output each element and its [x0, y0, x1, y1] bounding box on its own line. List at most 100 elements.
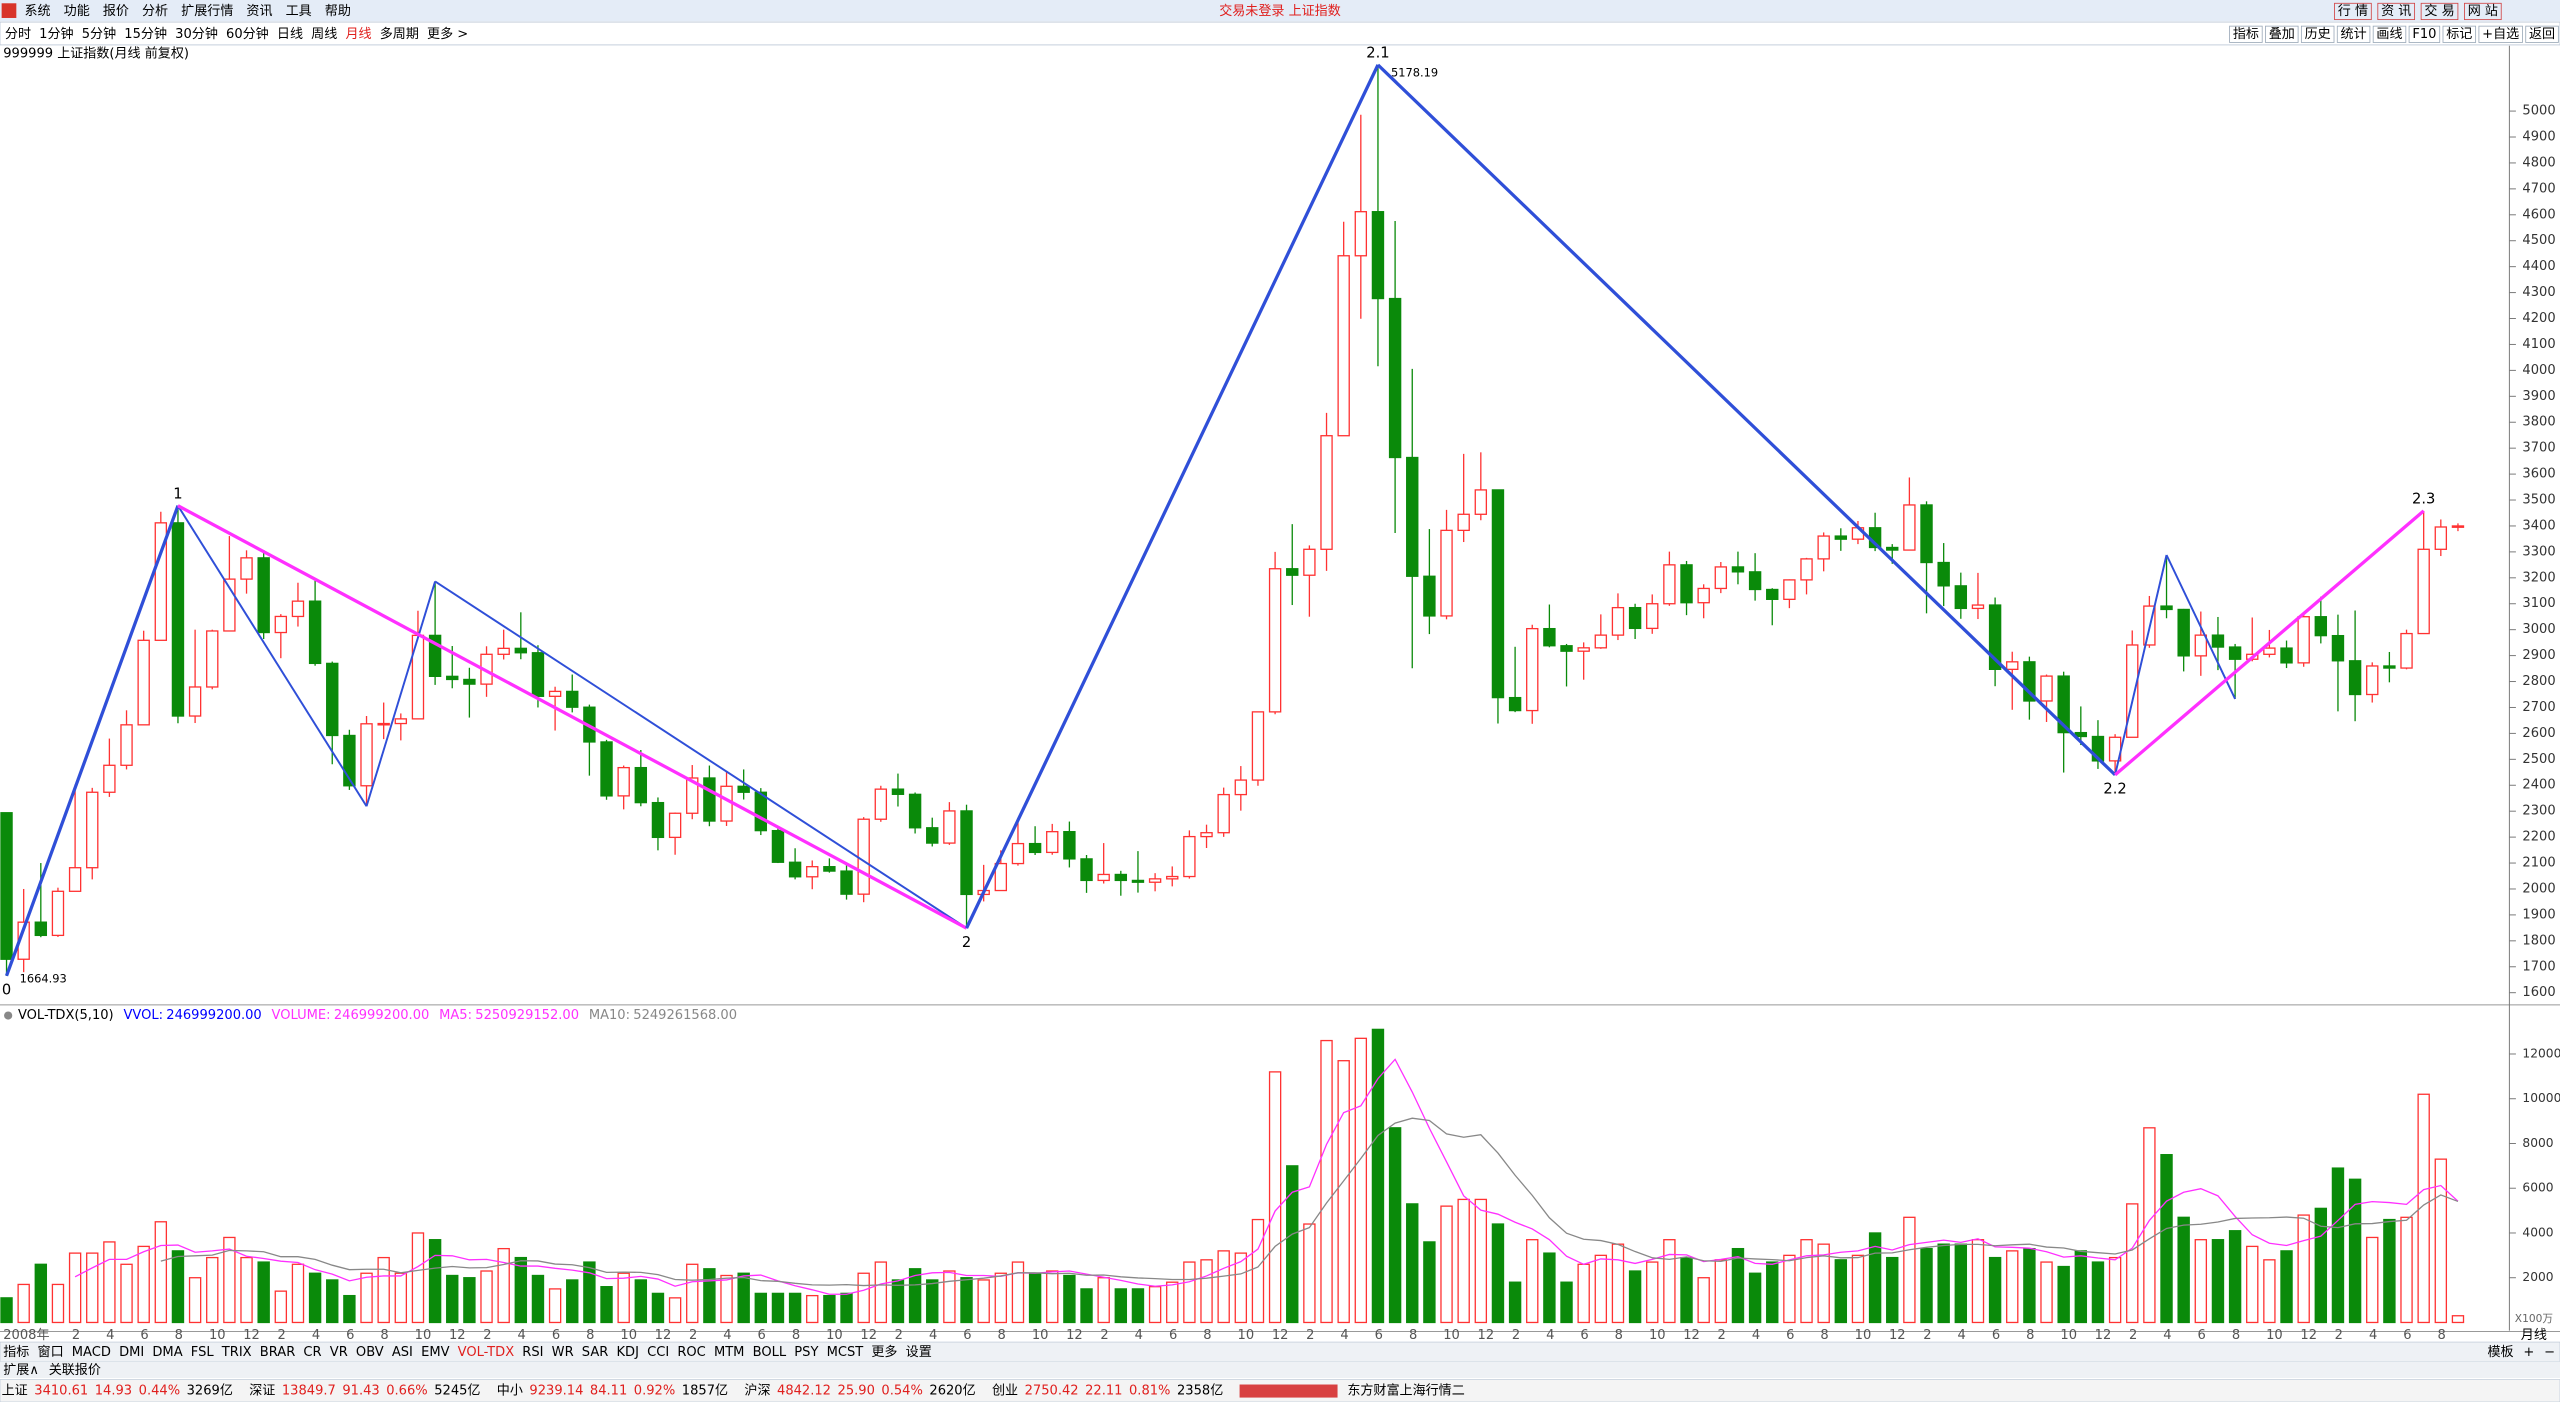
period-tab[interactable]: 日线	[277, 27, 303, 42]
y-tick-label: 3000	[2522, 622, 2555, 637]
menu-item[interactable]: 系统	[24, 4, 50, 19]
top-button[interactable]: 资 讯	[2381, 4, 2411, 19]
x-tick-label: 2	[895, 1328, 903, 1343]
indicator-tab[interactable]: WR	[552, 1345, 574, 1360]
volume-bar	[206, 1256, 219, 1324]
volume-bar	[411, 1232, 425, 1324]
tool-button[interactable]: 指标	[2233, 27, 2259, 42]
tool-button[interactable]: F10	[2412, 27, 2436, 42]
template-button[interactable]: −	[2544, 1345, 2555, 1360]
ext-tab[interactable]: 关联报价	[49, 1363, 101, 1378]
period-tab[interactable]: 分时	[5, 27, 31, 42]
period-tab[interactable]: 15分钟	[124, 26, 167, 42]
status-item: 9239.14	[529, 1384, 583, 1399]
indicator-tab[interactable]: MCST	[827, 1345, 864, 1360]
top-button-box[interactable]	[2464, 2, 2502, 21]
indicator-tab[interactable]: ROC	[677, 1345, 705, 1360]
volume-bar	[2091, 1261, 2105, 1324]
template-button[interactable]: 模板	[2488, 1345, 2514, 1360]
tool-button-box[interactable]	[2372, 25, 2407, 43]
tool-button[interactable]: +自选	[2482, 27, 2519, 42]
period-tab[interactable]: 更多 >	[427, 26, 468, 42]
menu-item[interactable]: 工具	[286, 4, 312, 19]
volume-bar	[1663, 1239, 1676, 1324]
indicator-tab[interactable]: BRAR	[260, 1345, 295, 1360]
volume-bar	[2297, 1214, 2310, 1324]
tool-button[interactable]: 画线	[2376, 27, 2402, 42]
tool-button[interactable]: 统计	[2341, 27, 2367, 42]
menu-item[interactable]: 功能	[64, 4, 90, 19]
indicator-tab[interactable]: DMI	[119, 1345, 144, 1360]
indicator-tab[interactable]: RSI	[522, 1345, 543, 1360]
candle-body	[1457, 513, 1470, 532]
indicator-tab[interactable]: ASI	[392, 1345, 413, 1360]
tool-button[interactable]: 标记	[2446, 27, 2472, 42]
period-tab[interactable]: 多周期	[380, 26, 419, 42]
menu-item[interactable]: 扩展行情	[181, 4, 233, 19]
candle-body	[891, 788, 905, 795]
period-tab[interactable]: 5分钟	[82, 26, 116, 42]
menu-item[interactable]: 资讯	[246, 4, 272, 19]
indicator-tab[interactable]: SAR	[582, 1345, 609, 1360]
top-button[interactable]: 网 站	[2468, 4, 2498, 19]
volume-bar	[514, 1256, 528, 1324]
menu-item[interactable]: 报价	[103, 4, 129, 19]
candle-body	[1834, 535, 1848, 540]
period-tab[interactable]: 30分钟	[175, 26, 218, 42]
indicator-tab[interactable]: DMA	[152, 1345, 182, 1360]
candle-body	[1697, 587, 1710, 604]
tool-button-box[interactable]	[2336, 25, 2371, 43]
menu-item[interactable]: 分析	[142, 4, 168, 19]
indicator-tab[interactable]: PSY	[794, 1345, 818, 1360]
ext-tab[interactable]: 扩展∧	[3, 1363, 39, 1378]
indicator-tab[interactable]: CR	[303, 1345, 321, 1360]
tool-button[interactable]: 历史	[2305, 27, 2331, 42]
indicator-tab[interactable]: TRIX	[221, 1345, 252, 1360]
top-button-box[interactable]	[2334, 2, 2372, 21]
period-tab[interactable]: 60分钟	[226, 26, 269, 42]
tool-button-box[interactable]	[2265, 25, 2299, 43]
tool-button-box[interactable]	[2229, 25, 2263, 43]
candle-body	[874, 788, 888, 820]
y-tick-label: 2600	[2522, 726, 2555, 741]
tool-button-box[interactable]	[2442, 25, 2477, 43]
x-tick-label: 2	[72, 1328, 80, 1343]
indicator-tab[interactable]: MACD	[72, 1345, 111, 1360]
tool-button[interactable]: 叠加	[2269, 27, 2295, 42]
tool-button-box[interactable]	[2300, 25, 2335, 43]
candle-body	[1971, 604, 1985, 610]
y-tick-label: 3500	[2522, 493, 2555, 508]
indicator-tab[interactable]: MTM	[714, 1345, 744, 1360]
indicator-tab[interactable]: BOLL	[753, 1345, 787, 1360]
indicator-tab[interactable]: CCI	[647, 1345, 669, 1360]
volume-bar	[2228, 1230, 2242, 1324]
period-tab[interactable]: 1分钟	[39, 26, 73, 42]
period-tab[interactable]: 周线	[311, 27, 337, 42]
indicator-tab[interactable]: VR	[330, 1345, 348, 1360]
indicator-tab[interactable]: FSL	[191, 1345, 215, 1360]
tool-button[interactable]: 返回	[2529, 27, 2555, 42]
tool-button-box[interactable]	[2478, 25, 2523, 43]
period-tab[interactable]: 月线	[345, 27, 371, 42]
y-tick-label: 4200	[2522, 311, 2555, 326]
top-button[interactable]: 行 情	[2338, 4, 2368, 19]
indicator-tab[interactable]: KDJ	[616, 1345, 638, 1360]
indicator-tab[interactable]: VOL-TDX	[458, 1345, 515, 1360]
volume-bar	[651, 1292, 665, 1324]
indicator-tab[interactable]: 窗口	[38, 1344, 64, 1360]
top-button[interactable]: 交 易	[2424, 3, 2454, 19]
menu-item[interactable]: 帮助	[325, 4, 351, 19]
status-item: 0.54%	[881, 1384, 922, 1399]
indicator-tab[interactable]: 更多	[871, 1344, 897, 1360]
tool-button-box[interactable]	[2408, 25, 2441, 43]
top-button-box[interactable]	[2420, 2, 2459, 21]
y-tick-label: 3200	[2522, 570, 2555, 585]
top-button-box[interactable]	[2377, 2, 2416, 21]
indicator-tab[interactable]: 设置	[906, 1345, 932, 1360]
indicator-tab[interactable]: EMV	[421, 1345, 450, 1360]
indicator-tab[interactable]: OBV	[356, 1345, 384, 1360]
candle-body	[1680, 564, 1693, 604]
indicator-tab[interactable]: 指标	[3, 1345, 29, 1360]
tool-button-box[interactable]	[2525, 25, 2559, 43]
template-button[interactable]: +	[2523, 1345, 2534, 1360]
